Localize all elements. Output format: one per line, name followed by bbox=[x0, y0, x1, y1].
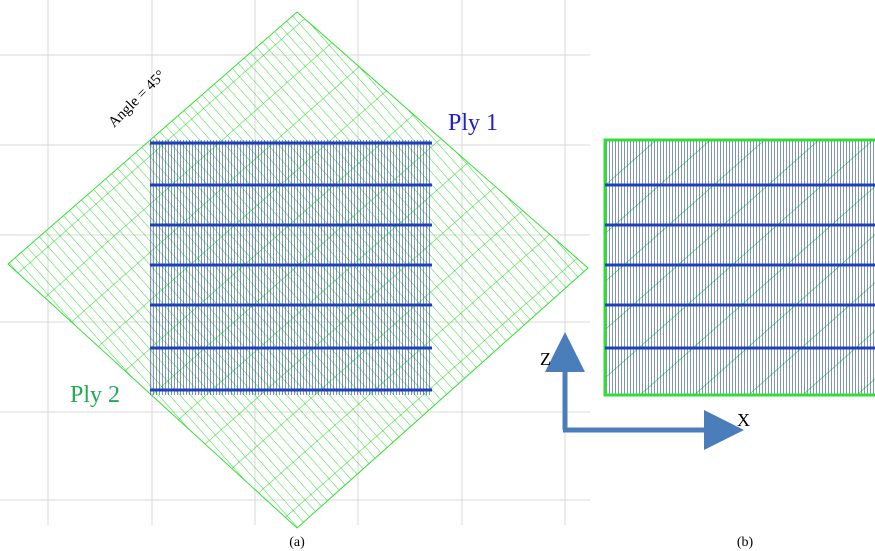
x-axis-label: X bbox=[737, 410, 750, 430]
panel-b-laminate bbox=[603, 138, 875, 397]
angle-label: Angle = 45° bbox=[105, 67, 168, 130]
z-axis-label: Z bbox=[540, 349, 551, 369]
ply-2-label: Ply 2 bbox=[70, 382, 120, 408]
ply-1-label: Ply 1 bbox=[448, 110, 498, 136]
axes-arrows bbox=[545, 332, 744, 450]
caption-b: (b) bbox=[737, 535, 754, 550]
ply-1-square bbox=[150, 140, 432, 395]
caption-a: (a) bbox=[289, 535, 305, 550]
